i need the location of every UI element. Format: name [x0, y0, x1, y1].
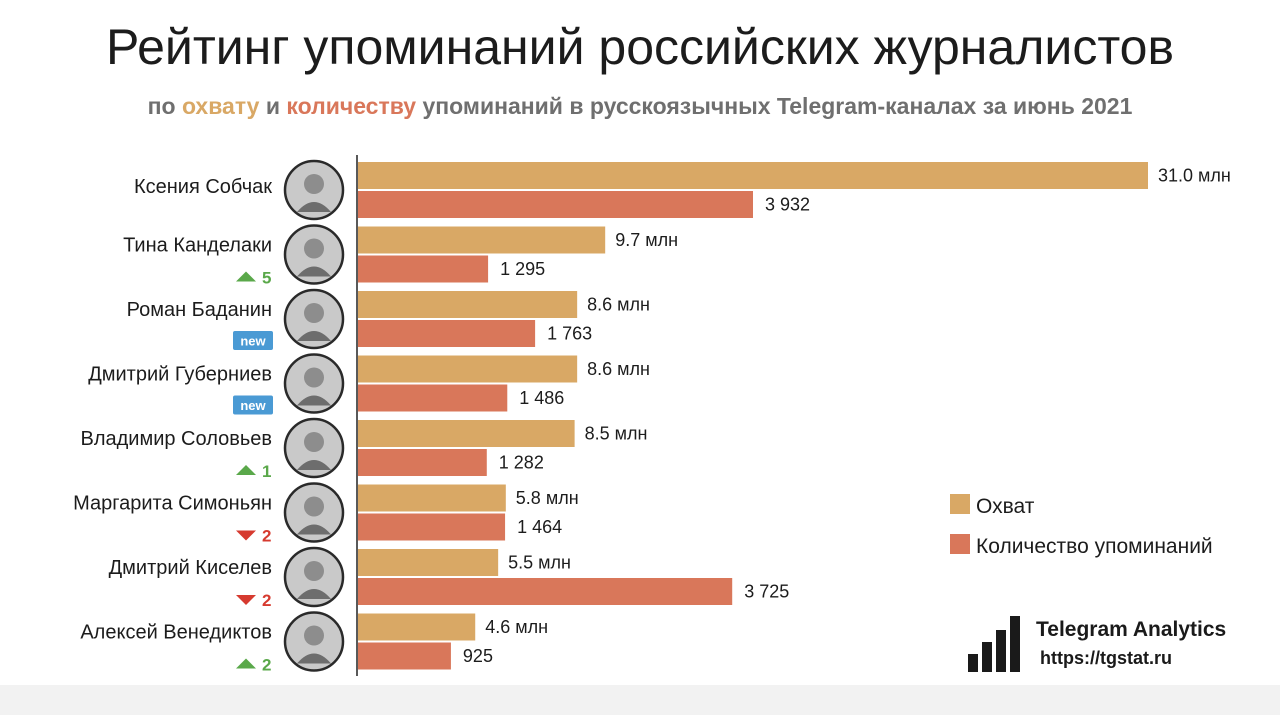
new-badge [233, 331, 273, 350]
subtitle-part3: упоминаний в русскоязычных Telegram-кана… [416, 93, 1133, 119]
rank-change-value: 5 [262, 269, 271, 288]
brand-url[interactable]: https://tgstat.ru [1040, 648, 1172, 668]
reach-value-label: 31.0 млн [1158, 166, 1231, 186]
count-bar [358, 642, 451, 670]
count-bar [358, 320, 536, 347]
legend-label-count: Количество упоминаний [976, 535, 1213, 558]
new-badge-text: new [240, 334, 266, 349]
journalist-name: Дмитрий Губерниев [88, 364, 272, 386]
rank-down-arrow-icon [236, 530, 256, 541]
chart-title: Рейтинг упоминаний российских журналисто… [105, 19, 1175, 75]
journalist-name: Роман Баданин [127, 299, 272, 321]
journalist-name: Дмитрий Киселев [109, 557, 272, 579]
reach-bar [358, 613, 476, 641]
count-bar [358, 191, 753, 218]
avatar-head-icon [304, 625, 324, 646]
avatar-body-icon [297, 653, 331, 664]
subtitle-count-word: количеству [286, 93, 417, 119]
rank-up-arrow-icon [236, 465, 256, 475]
rank-up-arrow-icon [236, 658, 256, 669]
avatar-head-icon [304, 432, 324, 452]
reach-value-label: 5.8 млн [516, 488, 579, 508]
reach-value-label: 8.6 млн [587, 295, 650, 315]
rank-change-value: 2 [262, 591, 271, 610]
legend-swatch-reach [950, 494, 970, 514]
new-badge [233, 395, 273, 415]
legend-swatch-count [950, 534, 970, 554]
count-bar [358, 384, 508, 412]
journalist-name: Маргарита Симоньян [73, 493, 272, 515]
journalist-name: Тина Канделаки [123, 235, 272, 257]
reach-bar [358, 162, 1148, 189]
brand-block: Telegram Analytics https://tgstat.ru [968, 614, 1258, 676]
avatar-body-icon [297, 202, 331, 212]
count-bar [358, 449, 487, 476]
count-value-label: 1 282 [499, 453, 544, 473]
rank-change-value: 2 [262, 527, 271, 546]
rank-change-value: 2 [262, 656, 271, 675]
count-value-label: 1 486 [519, 388, 564, 408]
count-bar [358, 513, 506, 541]
rank-change-value: 1 [262, 462, 271, 481]
reach-value-label: 8.6 млн [587, 359, 650, 379]
rank-up-arrow-icon [236, 271, 256, 282]
avatar-body-icon [297, 460, 331, 470]
rank-down-arrow-icon [236, 595, 256, 605]
avatar-body-icon [297, 331, 331, 341]
count-value-label: 1 763 [547, 324, 592, 344]
reach-value-label: 9.7 млн [615, 230, 678, 250]
count-value-label: 3 725 [744, 582, 789, 602]
reach-bar [358, 291, 578, 318]
reach-bar [358, 484, 506, 512]
count-value-label: 1 295 [500, 259, 545, 279]
reach-value-label: 5.5 млн [508, 553, 571, 573]
subtitle-reach-word: охвату [181, 93, 260, 119]
subtitle-part1: по [147, 93, 182, 119]
legend-label-reach: Охват [976, 495, 1035, 518]
chart-subtitle: по охвату и количеству упоминаний в русс… [0, 93, 1280, 120]
avatar-head-icon [304, 174, 324, 194]
avatar-body-icon [297, 589, 331, 599]
avatar-head-icon [304, 303, 324, 323]
journalist-name: Алексей Венедиктов [80, 622, 272, 644]
avatar-body-icon [297, 395, 331, 406]
count-value-label: 925 [463, 646, 493, 666]
avatar-head-icon [304, 238, 324, 259]
reach-bar [358, 355, 578, 383]
avatar-body-icon [297, 266, 331, 277]
bar-chart-logo-icon [968, 616, 1024, 672]
count-value-label: 1 464 [517, 517, 562, 537]
reach-value-label: 4.6 млн [485, 617, 548, 637]
reach-value-label: 8.5 млн [585, 424, 648, 444]
journalist-name: Ксения Собчак [134, 176, 272, 198]
reach-bar [358, 420, 575, 447]
avatar-head-icon [304, 367, 324, 388]
avatar-head-icon [304, 561, 324, 581]
avatar-body-icon [297, 524, 331, 535]
count-bar [358, 578, 733, 605]
new-badge-text: new [240, 398, 266, 413]
avatar-head-icon [304, 496, 324, 517]
journalist-name: Владимир Соловьев [80, 428, 272, 450]
count-value-label: 3 932 [765, 195, 810, 215]
reach-bar [358, 549, 499, 576]
reach-bar [358, 226, 606, 254]
subtitle-part2: и [259, 93, 287, 119]
count-bar [358, 255, 489, 283]
brand-name: Telegram Analytics [1036, 618, 1227, 641]
footer-strip [0, 685, 1280, 715]
